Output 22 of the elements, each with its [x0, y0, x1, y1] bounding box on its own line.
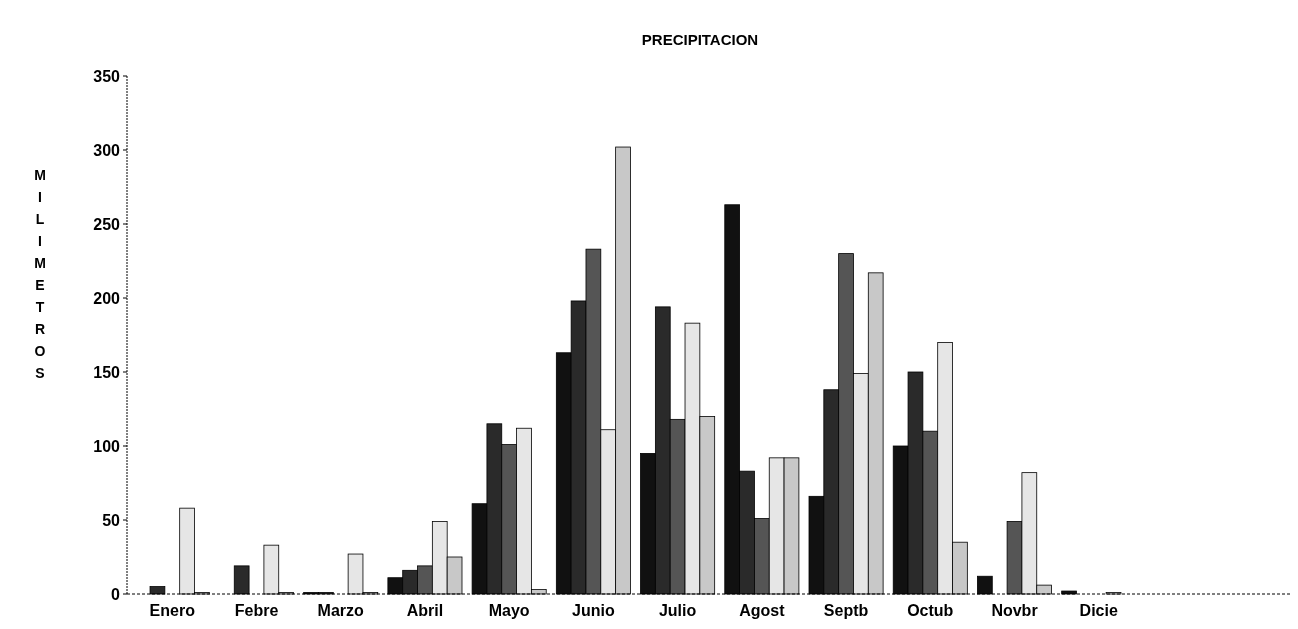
y-tick-label: 100	[93, 437, 121, 455]
x-tick-label: Febre	[234, 602, 279, 619]
y-tick-label: 250	[93, 215, 121, 233]
y-tick-label: 0	[111, 585, 121, 603]
y-tick-label: 350	[93, 67, 121, 85]
y-tick-label: 150	[93, 363, 121, 381]
x-tick-label: Septb	[823, 602, 869, 619]
x-tick-label: Novbr	[991, 602, 1038, 619]
x-tick-label: Enero	[149, 602, 196, 619]
text: MILIMETROS	[34, 167, 46, 381]
x-tick-label: Junio	[572, 602, 615, 619]
y-tick-label: 200	[93, 289, 121, 307]
x-tick-label: Julio	[658, 602, 697, 619]
x-tick-label: Dicie	[1079, 602, 1118, 619]
chart-title: PRECIPITACION	[641, 31, 759, 48]
x-tick-label: Marzo	[317, 602, 365, 619]
x-tick-label: Abril	[406, 602, 444, 619]
x-tick-label: Agost	[739, 602, 786, 619]
x-tick-label: Octub	[907, 602, 954, 619]
y-tick-label: 50	[102, 511, 121, 529]
y-tick-label: 300	[93, 141, 121, 159]
x-tick-label: Mayo	[488, 602, 530, 619]
